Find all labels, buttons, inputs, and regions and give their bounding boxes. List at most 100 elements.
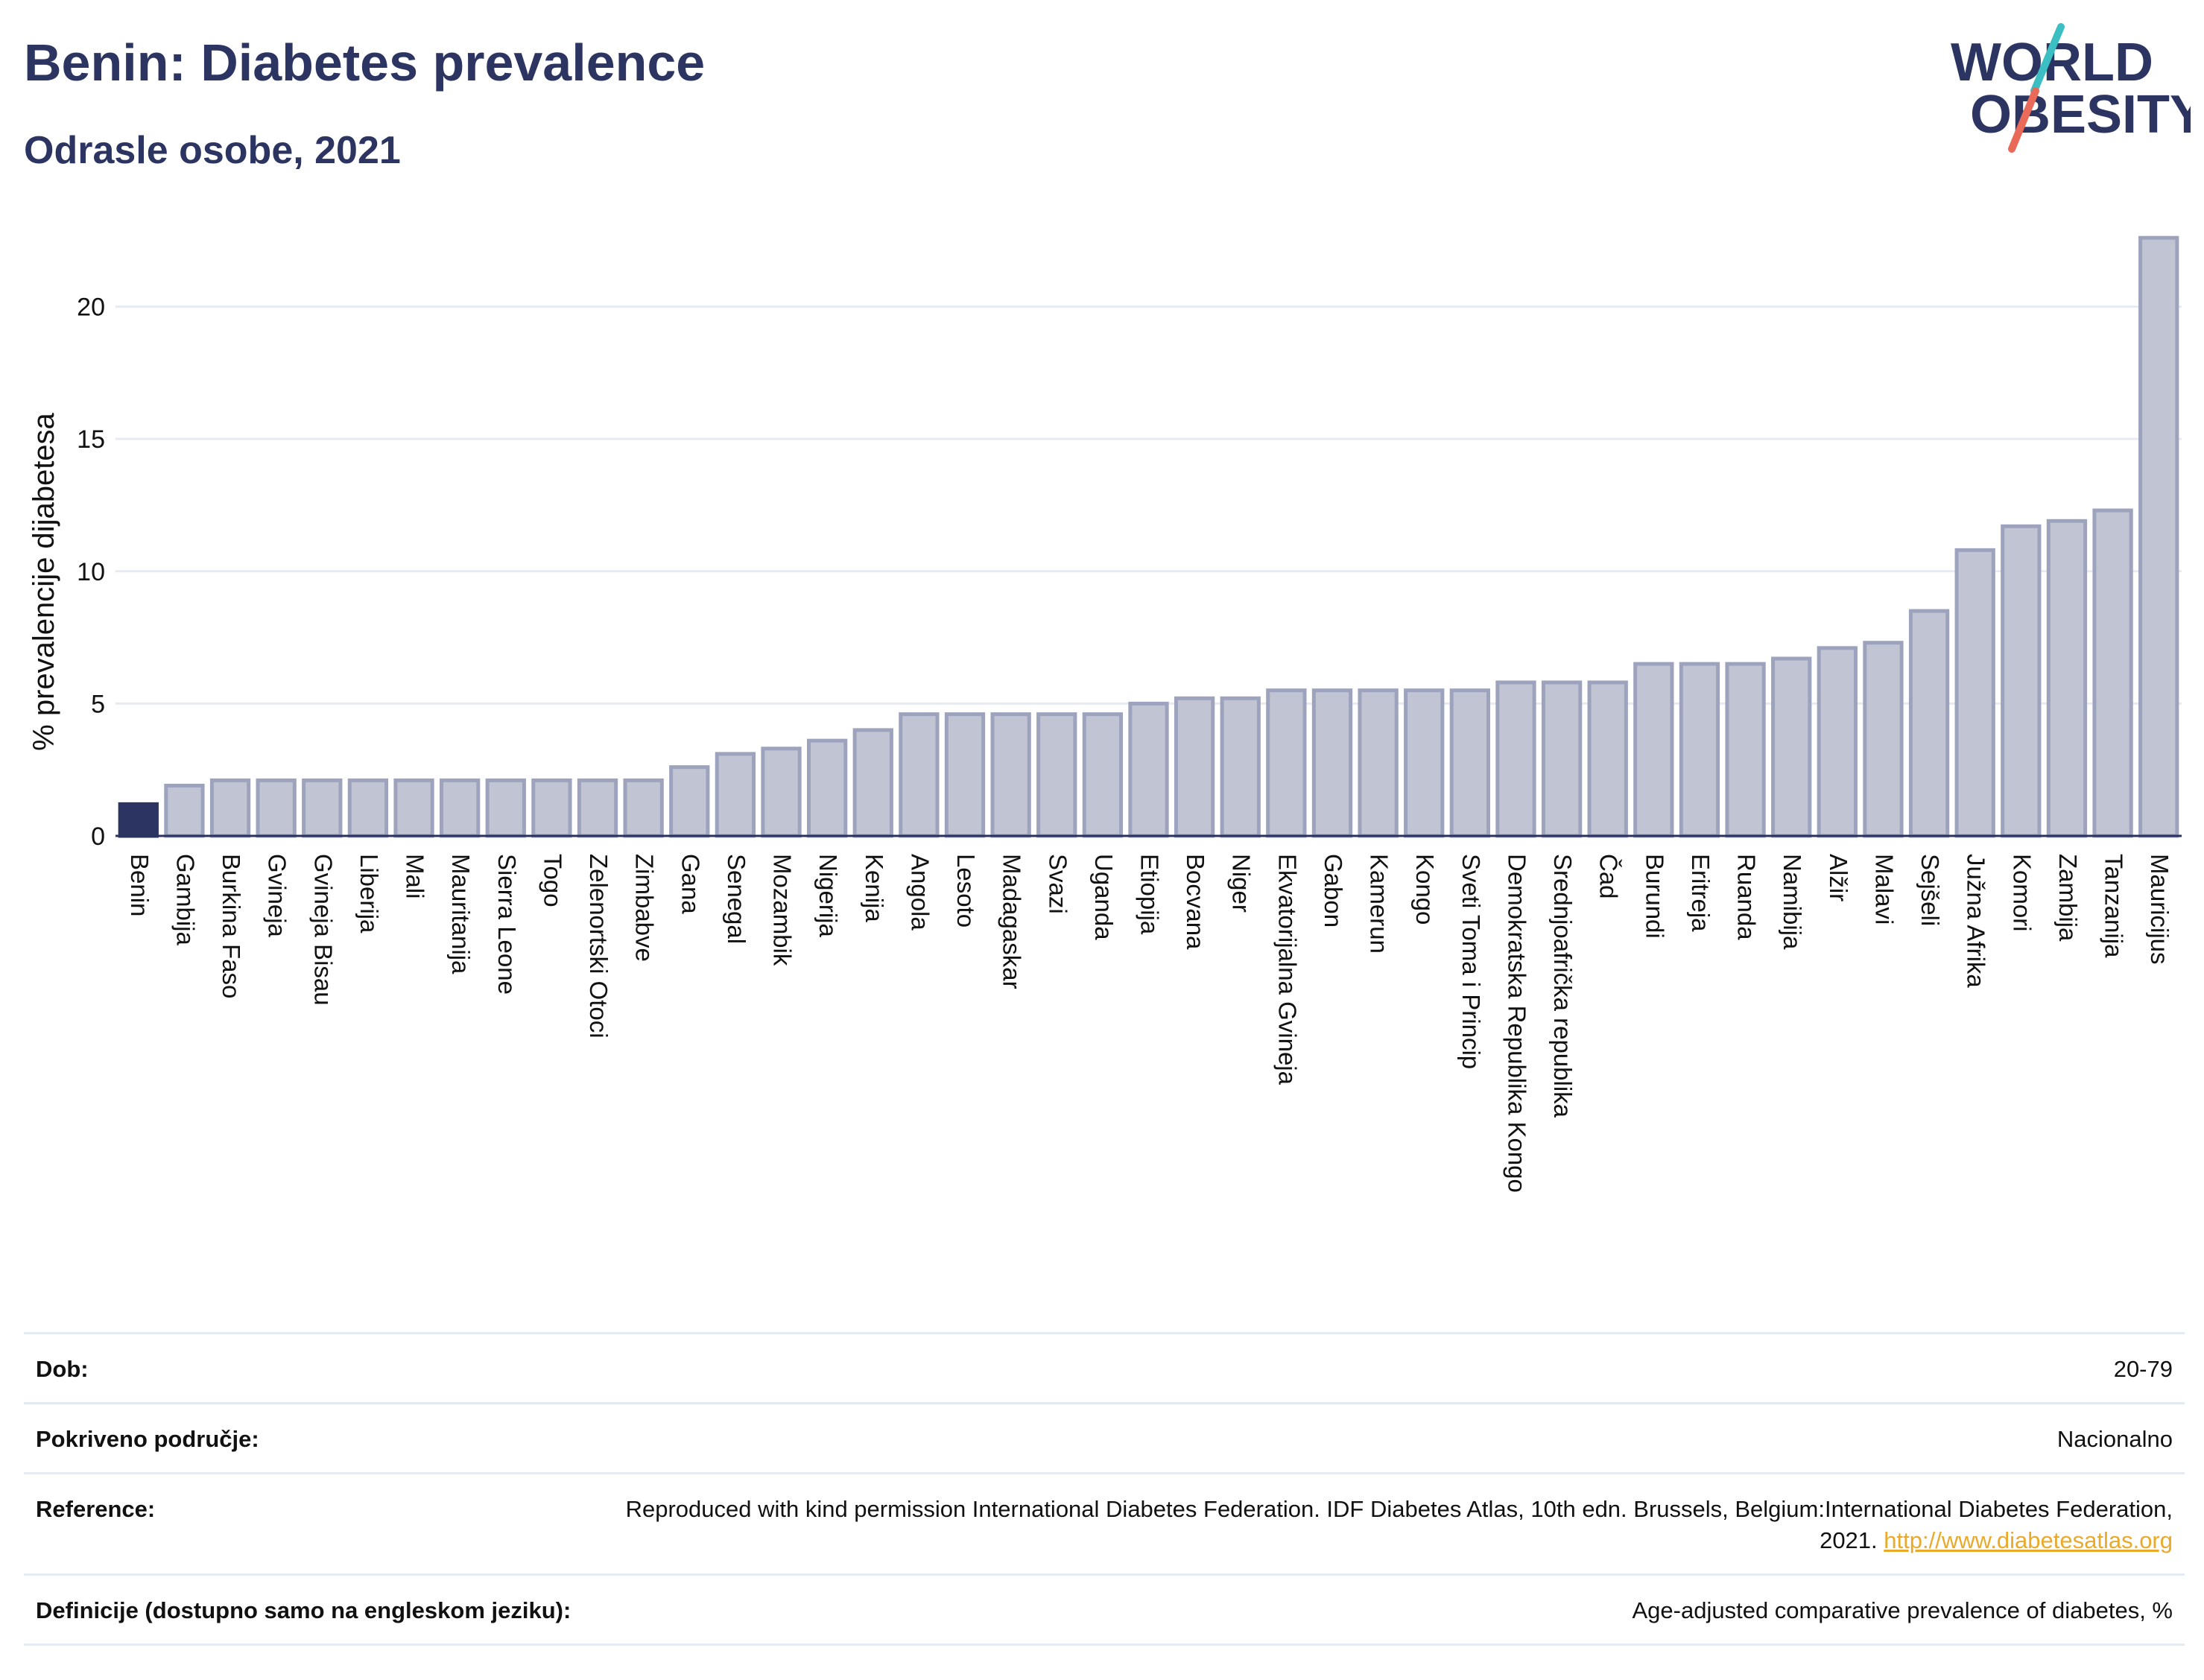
bar: [1633, 662, 1674, 838]
bar: [1358, 688, 1399, 838]
logo-slash-top: [2030, 23, 2065, 95]
x-tick-label: Namibija: [1779, 854, 1806, 950]
y-axis-label: % prevalencije dijabetesa: [28, 412, 60, 750]
y-tick-label: 15: [77, 425, 105, 454]
bar: [852, 728, 893, 838]
bar: [1311, 688, 1353, 838]
bar-chart: 0 5 10 15 20 Benin Gambija Burkina Faso Gvineja…: [28, 235, 2182, 1193]
bar: [2092, 508, 2133, 838]
x-tick-label: Benin: [126, 854, 153, 916]
x-tick-label: Nigerija: [814, 854, 842, 938]
info-label: Definicije (dostupno samo na engleskom j…: [24, 1573, 584, 1646]
x-tick-label: Madagaskar: [998, 854, 1026, 989]
x-tick-label: Gambija: [171, 854, 199, 946]
x-tick-label: Zelenortski Otoci: [585, 854, 612, 1039]
x-tick-label: Ruanda: [1733, 854, 1761, 940]
x-tick-label: Komori: [2008, 854, 2036, 932]
bar: [1449, 688, 1491, 838]
x-tick-label: Gana: [677, 854, 704, 914]
info-table: Dob: 20-79 Pokriveno područje: Nacionaln…: [24, 1332, 2185, 1646]
info-value: Nacionalno: [584, 1401, 2185, 1474]
x-tick-label: Uganda: [1090, 854, 1118, 940]
bar: [1587, 680, 1628, 838]
x-tick-label: Zambija: [2054, 854, 2082, 942]
x-tick-label: Angola: [906, 854, 934, 931]
bar: [256, 778, 297, 838]
info-label: Dob:: [24, 1332, 584, 1404]
bar: [2138, 235, 2179, 838]
x-tick-label: Etiopija: [1136, 854, 1164, 935]
x-tick-label: Eritreja: [1687, 854, 1714, 932]
bar: [1817, 646, 1858, 838]
bar: [347, 778, 389, 838]
bar: [669, 765, 710, 838]
bar: [1266, 688, 1307, 838]
logo-slash-bottom: [2008, 87, 2039, 153]
y-tick-label: 20: [77, 294, 105, 322]
bar: [164, 784, 205, 838]
bar: [1725, 662, 1766, 838]
x-tick-labels: Benin Gambija Burkina Faso Gvineja Gvineja B…: [126, 854, 2173, 1193]
bar: [485, 778, 526, 838]
y-tick-label: 0: [91, 822, 105, 851]
bar: [899, 712, 940, 838]
x-tick-label: Malavi: [1870, 854, 1898, 925]
y-tick-label: 10: [77, 558, 105, 586]
x-tick-label: Sveti Toma i Princip: [1457, 854, 1485, 1069]
x-tick-label: Svazi: [1044, 854, 1071, 914]
x-tick-label: Togo: [539, 854, 566, 907]
x-tick-label: Kongo: [1411, 854, 1439, 925]
reference-link[interactable]: http://www.diabetesatlas.org: [1884, 1527, 2173, 1554]
x-tick-label: Gvineja: [264, 854, 291, 938]
info-value: Reproduced with kind permission Internat…: [584, 1471, 2185, 1575]
bar: [1036, 712, 1077, 838]
bar: [761, 747, 802, 838]
bar: [531, 778, 572, 838]
info-label: Reference:: [24, 1471, 584, 1575]
bar: [1863, 641, 1904, 838]
info-value: Age-adjusted comparative prevalence of d…: [584, 1573, 2185, 1646]
bar: [1541, 680, 1583, 838]
bar: [1128, 701, 1169, 838]
x-tick-label: Sejšeli: [1916, 854, 1944, 926]
bar: [990, 712, 1031, 838]
bar: [577, 778, 618, 838]
bar: [2046, 519, 2088, 838]
bar: [623, 778, 664, 838]
x-tick-label: Demokratska Republika Kongo: [1503, 854, 1530, 1193]
bar: [2001, 524, 2042, 838]
x-tick-label: Kamerun: [1366, 854, 1393, 954]
bar: [944, 712, 986, 838]
bar: [1220, 696, 1261, 838]
x-tick-label: Mauricijus: [2146, 854, 2173, 965]
x-tick-label: Liberija: [355, 854, 383, 933]
y-tick-label: 5: [91, 690, 105, 718]
bar: [1908, 609, 1950, 838]
x-tick-label: Sierra Leone: [493, 854, 521, 995]
bar: [1771, 656, 1812, 838]
x-tick-label: Čad: [1595, 854, 1623, 899]
x-tick-label: Burkina Faso: [218, 854, 245, 998]
bar: [1082, 712, 1124, 838]
info-row-definition: Definicije (dostupno samo na engleskom j…: [24, 1573, 2185, 1646]
x-tick-label: Gvineja Bisau: [309, 854, 337, 1006]
logo-line-2: OBESITY: [1970, 85, 2191, 145]
x-tick-label: Mali: [402, 854, 429, 899]
page-title: Benin: Diabetes prevalence: [24, 34, 706, 92]
info-row-reference: Reference: Reproduced with kind permissi…: [24, 1471, 2185, 1575]
x-tick-label: Gabon: [1320, 854, 1347, 928]
x-tick-label: Tanzanija: [2100, 854, 2128, 958]
info-value: 20-79: [584, 1332, 2185, 1404]
bar: [302, 778, 343, 838]
x-tick-label: Burundi: [1641, 854, 1668, 939]
x-tick-label: Lesoto: [952, 854, 980, 928]
info-row-coverage: Pokriveno područje: Nacionalno: [24, 1401, 2185, 1474]
bar: [209, 778, 251, 838]
x-tick-label: Mozambik: [769, 854, 797, 966]
bar: [1495, 680, 1536, 838]
x-tick-label: Ekvatorijalna Gvineja: [1273, 854, 1301, 1085]
bar: [1404, 688, 1445, 838]
bar: [393, 778, 434, 838]
reference-text: Reproduced with kind permission Internat…: [625, 1495, 2173, 1554]
x-tick-label: Bocvana: [1182, 854, 1209, 950]
